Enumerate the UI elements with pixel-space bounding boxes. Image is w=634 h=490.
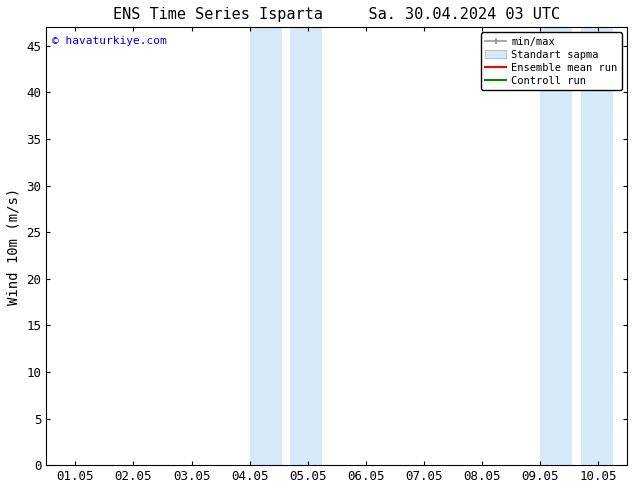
Y-axis label: Wind 10m (m/s): Wind 10m (m/s) <box>7 188 21 305</box>
Text: © havaturkiye.com: © havaturkiye.com <box>52 36 167 46</box>
Title: ENS Time Series Isparta     Sa. 30.04.2024 03 UTC: ENS Time Series Isparta Sa. 30.04.2024 0… <box>113 7 560 22</box>
Bar <box>540 27 572 465</box>
Bar <box>290 27 322 465</box>
Bar <box>250 27 281 465</box>
Bar <box>581 27 612 465</box>
Legend: min/max, Standart sapma, Ensemble mean run, Controll run: min/max, Standart sapma, Ensemble mean r… <box>481 32 622 90</box>
